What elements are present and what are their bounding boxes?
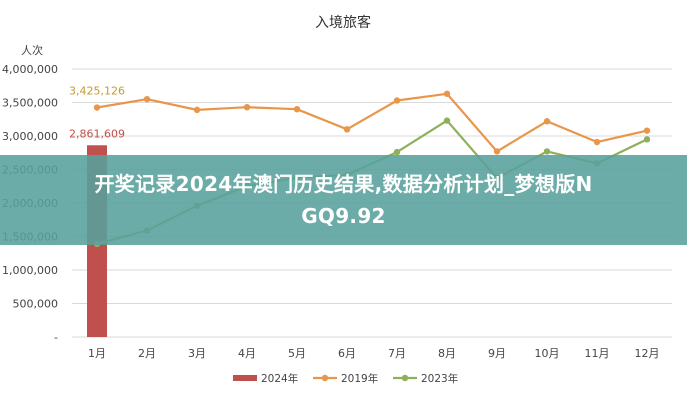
series-point: [443, 90, 451, 97]
series-point: [243, 103, 251, 111]
legend-item: 2024年: [233, 372, 298, 385]
series-point: [143, 95, 151, 103]
y-tick-label: -: [54, 331, 58, 344]
series-point: [393, 97, 401, 104]
x-axis-ticks: 1月 2月 3月 4月 5月 6月 7月 8月 9月 10月 11月 12月: [88, 347, 660, 360]
x-tick-label: 1月: [88, 347, 106, 360]
legend-label: 2024年: [261, 372, 298, 385]
x-tick-label: 7月: [388, 347, 406, 360]
series-point: [293, 106, 301, 113]
data-label: 3,425,126: [69, 85, 125, 98]
x-tick-label: 4月: [238, 347, 256, 360]
y-axis-label: 人次: [21, 43, 43, 57]
series-point: [393, 148, 401, 156]
y-tick-label: 4,000,000: [2, 63, 58, 76]
banner-line-1: 开奖记录2024年澳门历史结果,数据分析计划_梦想版N: [94, 172, 593, 196]
series-point: [593, 138, 601, 146]
overlay-banner: 开奖记录2024年澳门历史结果,数据分析计划_梦想版N GQ9.92: [0, 155, 687, 245]
banner-text: 开奖记录2024年澳门历史结果,数据分析计划_梦想版N GQ9.92: [94, 168, 592, 232]
x-tick-label: 5月: [288, 347, 306, 360]
x-tick-label: 10月: [535, 347, 560, 360]
series-point: [493, 148, 501, 155]
x-tick-label: 8月: [438, 347, 456, 360]
x-tick-label: 12月: [635, 347, 660, 360]
series-point: [343, 126, 351, 133]
x-tick-label: 6月: [338, 347, 356, 360]
series-point: [543, 118, 551, 125]
x-tick-label: 2月: [138, 347, 156, 360]
data-label: 2,861,609: [69, 127, 125, 140]
data-labels: 2,861,609 3,425,126: [69, 85, 125, 141]
series-point: [193, 106, 201, 114]
y-tick-label: 500,000: [13, 298, 59, 311]
y-tick-label: 3,000,000: [2, 130, 58, 143]
chart-title: 入境旅客: [315, 14, 371, 31]
legend-marker: [401, 374, 409, 382]
series-point: [643, 127, 651, 134]
series-point: [93, 104, 101, 111]
y-tick-label: 1,000,000: [2, 264, 58, 277]
series-point: [443, 117, 451, 124]
x-tick-label: 11月: [585, 347, 610, 360]
legend: 2024年 2019年 2023年: [233, 372, 458, 385]
legend-item: 2023年: [393, 372, 458, 385]
series-point: [543, 148, 551, 155]
legend-label: 2023年: [421, 372, 458, 385]
legend-swatch: [233, 375, 257, 381]
legend-item: 2019年: [313, 372, 378, 385]
series-point: [643, 136, 651, 143]
legend-marker: [321, 374, 329, 382]
banner-line-2: GQ9.92: [301, 204, 386, 228]
x-tick-label: 3月: [188, 347, 206, 360]
series-line: [96, 92, 648, 153]
legend-label: 2019年: [341, 372, 378, 385]
x-tick-label: 9月: [488, 347, 506, 360]
y-tick-label: 3,500,000: [2, 97, 58, 110]
